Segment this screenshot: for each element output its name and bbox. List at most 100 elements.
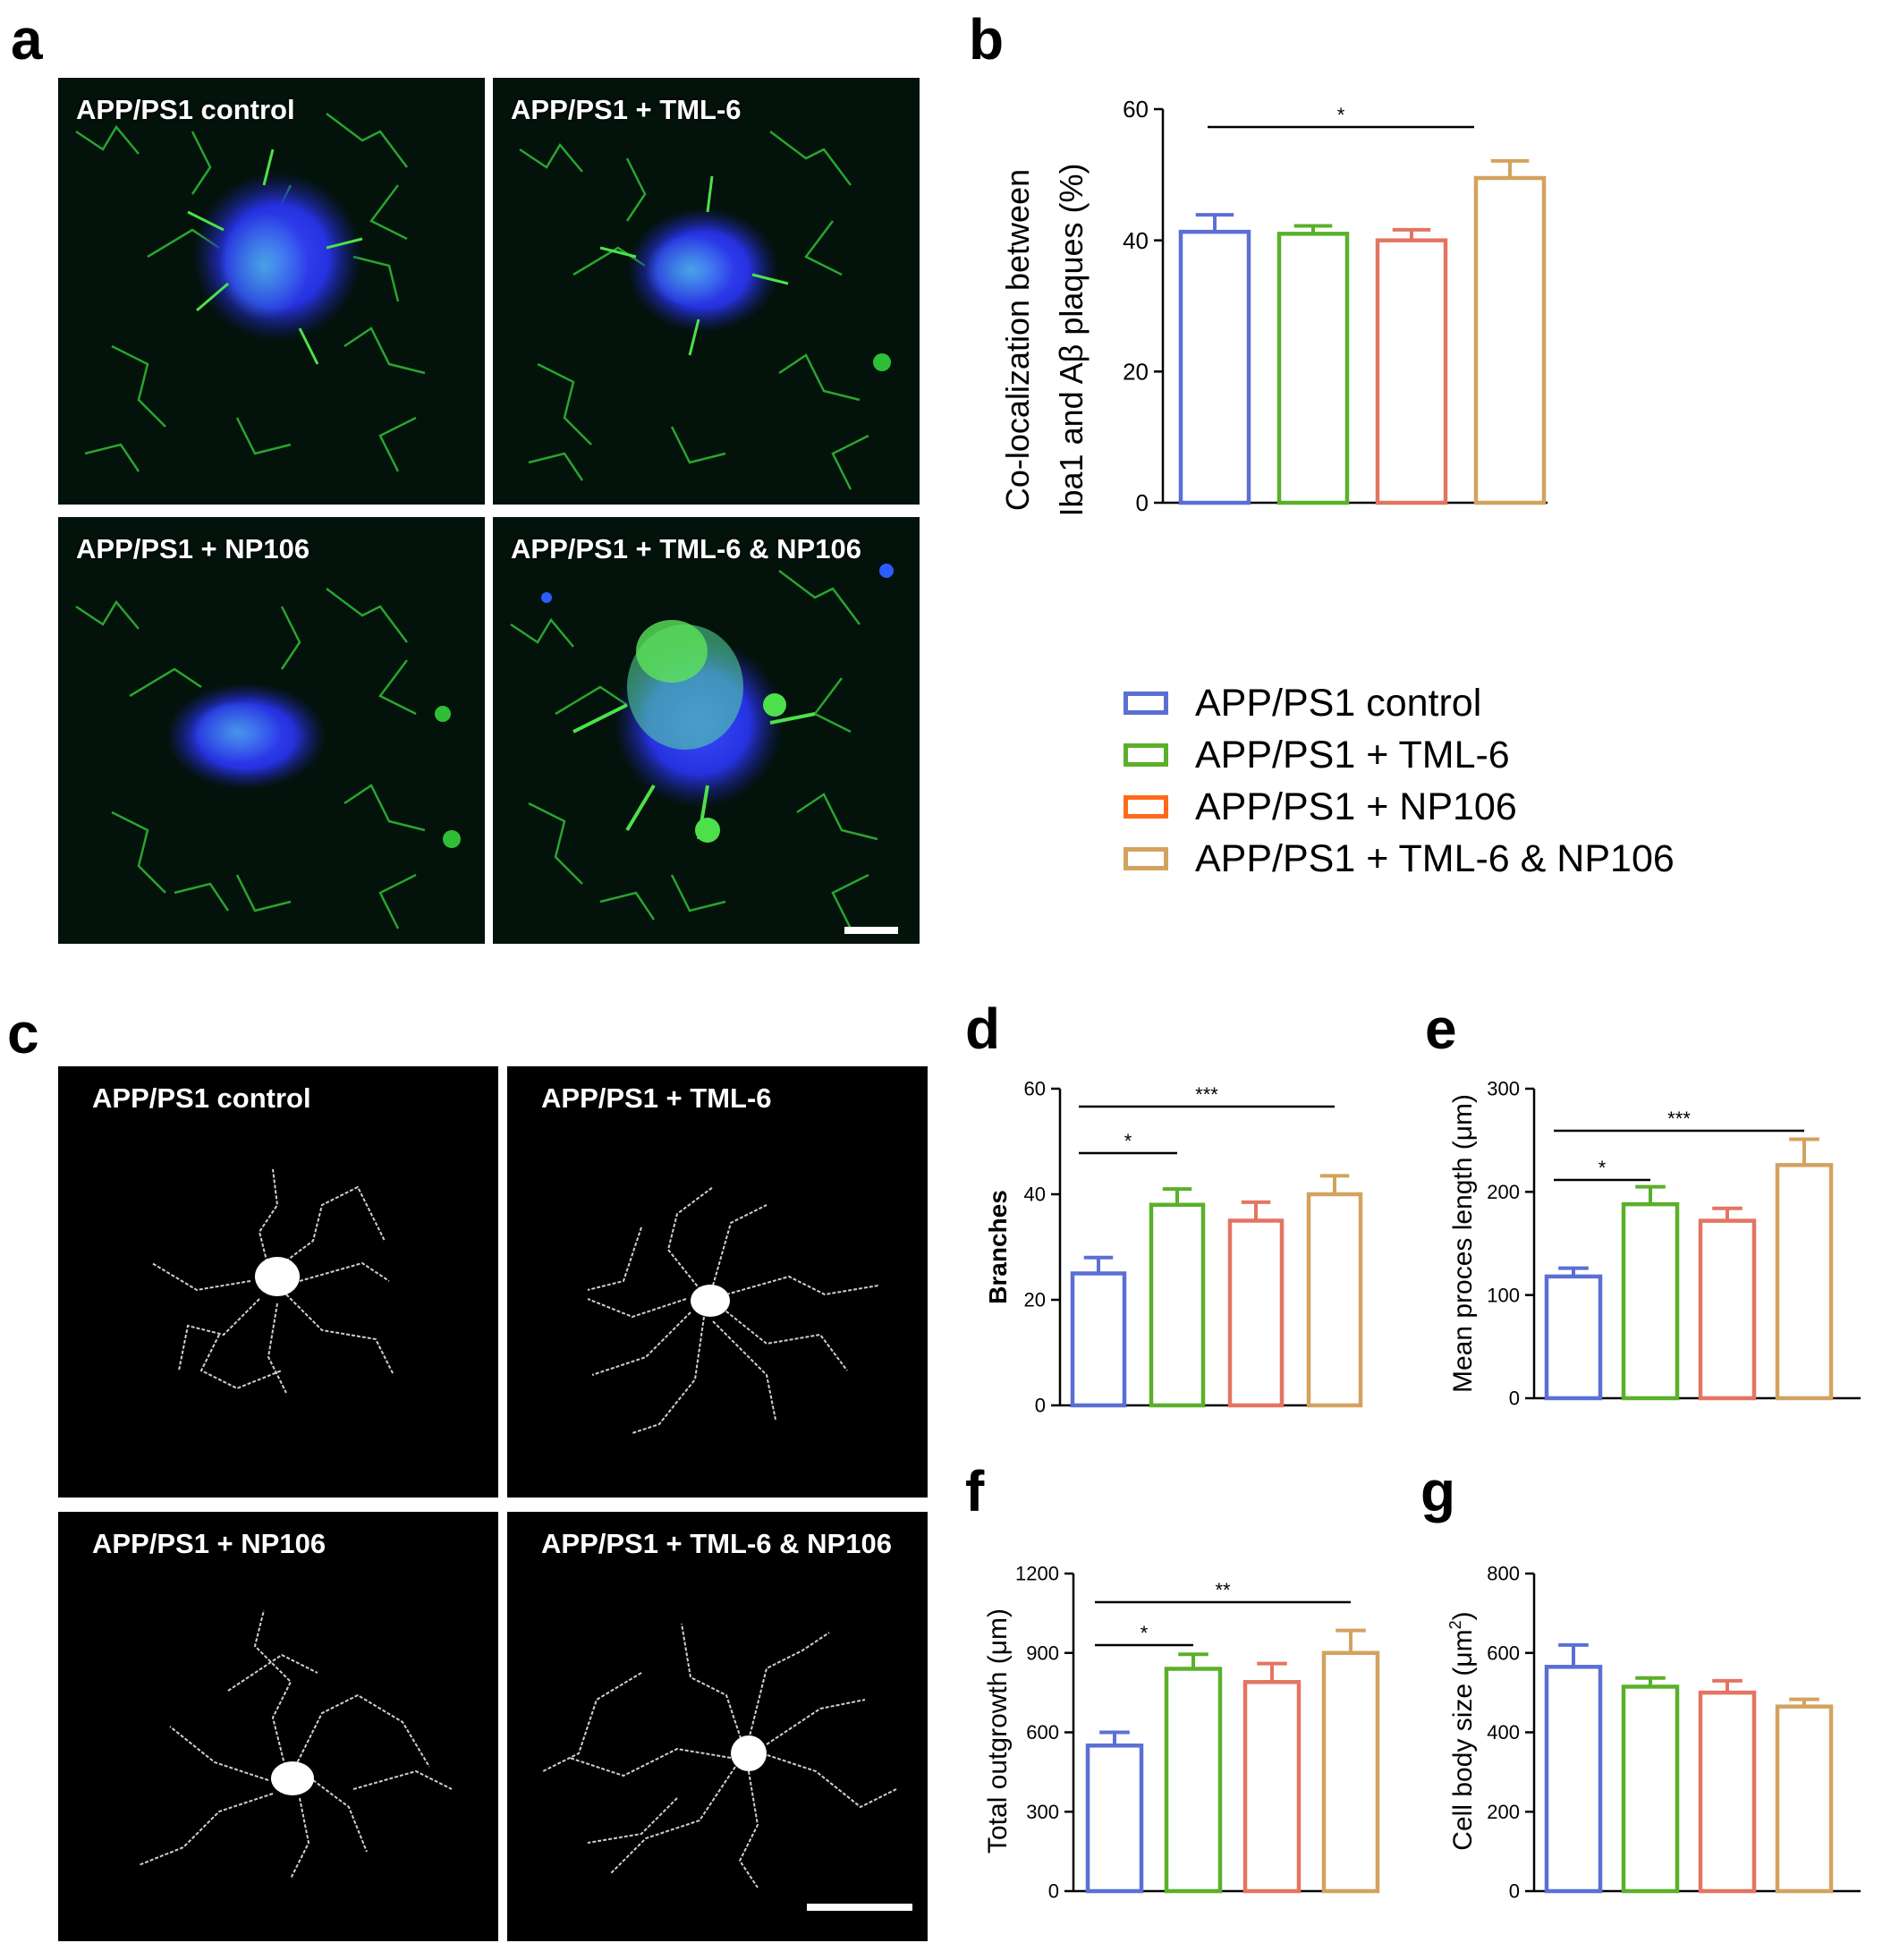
panel-letter-b: b bbox=[969, 7, 1005, 72]
y-tick-label-e-2: 200 bbox=[1487, 1181, 1520, 1203]
y-tick-label-f-4: 1200 bbox=[1015, 1563, 1059, 1585]
y-axis-label-b-1: Co-localization between bbox=[999, 169, 1036, 511]
skeleton-label-tml6: APP/PS1 + TML-6 bbox=[541, 1082, 772, 1114]
panel-letter-c: c bbox=[7, 1001, 39, 1065]
y-tick-label-f-1: 300 bbox=[1026, 1801, 1059, 1823]
bar-b-2 bbox=[1375, 238, 1448, 505]
skeleton-combo-image bbox=[542, 1623, 897, 1888]
bar-g-3 bbox=[1775, 1704, 1834, 1894]
micrograph-tml6: APP/PS1 + TML-6 bbox=[493, 78, 920, 505]
y-tick-label-e-0: 0 bbox=[1509, 1387, 1520, 1410]
y-tick-label-b-0: 0 bbox=[1136, 489, 1149, 516]
y-tick-label-g-3: 600 bbox=[1487, 1642, 1520, 1664]
micrograph-np106: APP/PS1 + NP106 bbox=[58, 517, 485, 944]
sig-label-d-0: * bbox=[1124, 1130, 1132, 1152]
y-tick-label-d-2: 40 bbox=[1024, 1184, 1046, 1206]
panel-letter-f: f bbox=[965, 1459, 985, 1523]
y-tick-label-e-3: 300 bbox=[1487, 1078, 1520, 1100]
micrograph-label-tml6: APP/PS1 + TML-6 bbox=[511, 94, 742, 125]
skeleton-label-control: APP/PS1 control bbox=[92, 1082, 311, 1114]
bar-e-1 bbox=[1621, 1201, 1680, 1401]
legend-swatch-control bbox=[1124, 692, 1168, 715]
bar-f-2 bbox=[1242, 1680, 1302, 1894]
legend-label-tml6: APP/PS1 + TML-6 bbox=[1195, 733, 1510, 776]
y-tick-label-g-1: 200 bbox=[1487, 1801, 1520, 1823]
scale-bar-c bbox=[807, 1904, 912, 1911]
legend: APP/PS1 control APP/PS1 + TML-6 APP/PS1 … bbox=[1124, 677, 1675, 885]
legend-item-tml6: APP/PS1 + TML-6 bbox=[1124, 729, 1675, 781]
panel-letter-a: a bbox=[11, 7, 43, 72]
bar-d-1 bbox=[1149, 1202, 1206, 1408]
micrograph-combo: APP/PS1 + TML-6 & NP106 bbox=[493, 517, 920, 944]
y-tick-label-d-1: 20 bbox=[1024, 1289, 1046, 1311]
y-tick-label-g-0: 0 bbox=[1509, 1880, 1520, 1903]
skeleton-control-image bbox=[151, 1168, 394, 1394]
legend-swatch-np106 bbox=[1124, 795, 1168, 819]
bar-f-3 bbox=[1321, 1650, 1380, 1894]
micrograph-label-control: APP/PS1 control bbox=[76, 94, 295, 125]
legend-label-np106: APP/PS1 + NP106 bbox=[1195, 785, 1517, 828]
y-axis-label-g: Cell body size (μm2) bbox=[1446, 1611, 1478, 1850]
legend-label-combo: APP/PS1 + TML-6 & NP106 bbox=[1195, 836, 1675, 880]
y-axis-label-f: Total outgrowth (μm) bbox=[983, 1608, 1013, 1854]
bar-d-2 bbox=[1227, 1218, 1285, 1408]
y-tick-label-d-0: 0 bbox=[1035, 1395, 1046, 1417]
micrograph-control-image bbox=[75, 113, 426, 472]
bar-d-3 bbox=[1306, 1192, 1363, 1408]
bar-d-0 bbox=[1070, 1271, 1127, 1408]
micrograph-label-np106: APP/PS1 + NP106 bbox=[76, 533, 310, 564]
micrograph-tml6-image bbox=[519, 131, 891, 490]
y-tick-label-b-2: 40 bbox=[1123, 227, 1149, 254]
sig-label-f-0: * bbox=[1141, 1622, 1149, 1644]
bar-b-0 bbox=[1178, 229, 1251, 505]
y-tick-label-f-2: 600 bbox=[1026, 1721, 1059, 1744]
legend-label-control: APP/PS1 control bbox=[1195, 681, 1482, 725]
legend-swatch-tml6 bbox=[1124, 743, 1168, 767]
bar-g-0 bbox=[1544, 1665, 1603, 1894]
bar-f-0 bbox=[1085, 1744, 1144, 1894]
skeleton-label-np106: APP/PS1 + NP106 bbox=[92, 1528, 326, 1559]
y-tick-label-e-1: 100 bbox=[1487, 1284, 1520, 1306]
bar-b-1 bbox=[1276, 232, 1350, 505]
panel-letter-d: d bbox=[965, 997, 1001, 1061]
scale-bar-a bbox=[844, 927, 898, 934]
y-axis-label-e: Mean proces length (μm) bbox=[1448, 1094, 1478, 1393]
sig-label-d-1: *** bbox=[1195, 1083, 1218, 1106]
y-tick-label-g-2: 400 bbox=[1487, 1721, 1520, 1744]
micrograph-label-combo: APP/PS1 + TML-6 & NP106 bbox=[511, 533, 861, 564]
bar-e-0 bbox=[1544, 1274, 1603, 1401]
legend-item-control: APP/PS1 control bbox=[1124, 677, 1675, 729]
bar-b-3 bbox=[1473, 175, 1547, 505]
skeleton-np106: APP/PS1 + NP106 bbox=[58, 1512, 498, 1941]
skeleton-tml6: APP/PS1 + TML-6 bbox=[507, 1066, 928, 1498]
y-tick-label-d-3: 60 bbox=[1024, 1078, 1046, 1100]
sig-label-e-1: *** bbox=[1667, 1107, 1691, 1130]
y-tick-label-b-3: 60 bbox=[1123, 96, 1149, 123]
bar-g-1 bbox=[1621, 1684, 1680, 1894]
bar-g-2 bbox=[1698, 1690, 1757, 1894]
skeleton-np106-image bbox=[138, 1609, 453, 1879]
bar-e-2 bbox=[1698, 1218, 1757, 1401]
y-axis-label-b-2: Iba1 and Aβ plaques (%) bbox=[1053, 164, 1090, 517]
chart-b: 0 20 40 60 Co-localization between Iba1 and A… bbox=[999, 96, 1548, 517]
micrograph-np106-image bbox=[75, 588, 461, 929]
chart-g: 0 200 400 600 800 Cell body size (μm2) bbox=[1446, 1563, 1861, 1903]
legend-swatch-combo bbox=[1124, 847, 1168, 870]
legend-item-combo: APP/PS1 + TML-6 & NP106 bbox=[1124, 833, 1675, 885]
micrograph-control: APP/PS1 control bbox=[58, 78, 485, 505]
sig-label-b-0: * bbox=[1337, 104, 1345, 126]
panel-letter-e: e bbox=[1425, 997, 1457, 1061]
y-tick-label-f-3: 900 bbox=[1026, 1642, 1059, 1664]
legend-item-np106: APP/PS1 + NP106 bbox=[1124, 781, 1675, 833]
sig-label-e-0: * bbox=[1598, 1157, 1607, 1179]
skeleton-tml6-image bbox=[587, 1186, 879, 1434]
y-tick-label-b-1: 20 bbox=[1123, 358, 1149, 385]
bar-e-3 bbox=[1775, 1163, 1834, 1401]
y-tick-label-g-4: 800 bbox=[1487, 1563, 1520, 1585]
micrograph-combo-image bbox=[510, 564, 894, 929]
y-axis-label-d: Branches bbox=[984, 1190, 1012, 1304]
bar-f-1 bbox=[1164, 1667, 1223, 1894]
panel-letter-g: g bbox=[1420, 1459, 1456, 1523]
